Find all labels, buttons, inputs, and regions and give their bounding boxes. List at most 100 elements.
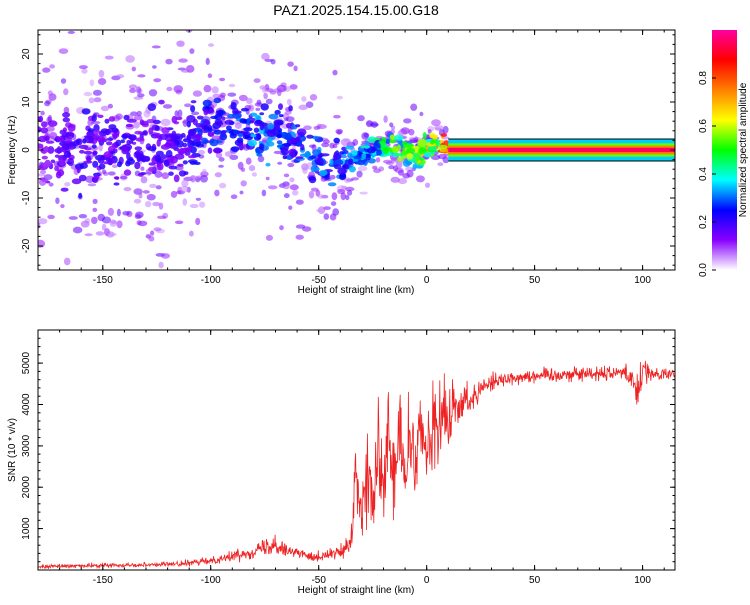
heatmap-cell <box>320 153 330 157</box>
heatmap-speckle <box>107 207 114 216</box>
heatmap-speckle <box>251 172 257 177</box>
heatmap-speckle <box>218 157 225 162</box>
heatmap-speckle <box>161 253 170 259</box>
heatmap-speckle <box>317 194 325 199</box>
heatmap-cell <box>417 139 427 147</box>
heatmap-cell <box>58 159 65 166</box>
heatmap-speckle <box>302 167 308 175</box>
heatmap-speckle <box>240 167 246 172</box>
heatmap-cell <box>126 118 137 123</box>
heatmap-cell <box>158 134 163 142</box>
heatmap-cell <box>253 127 260 133</box>
heatmap-cell <box>113 182 120 186</box>
heatmap-cell <box>41 155 48 160</box>
heatmap-speckle <box>415 175 425 183</box>
heatmap-cell <box>278 114 284 118</box>
heatmap-speckle <box>148 89 158 97</box>
heatmap-speckle <box>425 182 430 188</box>
heatmap-speckle <box>160 118 171 127</box>
heatmap-cell <box>147 146 157 152</box>
heatmap-speckle <box>347 189 353 196</box>
heatmap-cell <box>195 123 204 128</box>
heatmap-cell <box>389 134 395 140</box>
heatmap-cell <box>152 119 161 125</box>
heatmap-cell <box>259 143 265 150</box>
heatmap-cell <box>190 105 196 113</box>
heatmap-cell <box>104 118 110 124</box>
heatmap-speckle <box>107 103 113 109</box>
heatmap-speckle <box>116 208 121 217</box>
colorbar-tick-label: 0.6 <box>698 119 709 133</box>
heatmap-cell <box>64 132 75 139</box>
heatmap-speckle <box>148 235 155 242</box>
heatmap-speckle <box>44 100 51 107</box>
heatmap-cell <box>290 151 296 159</box>
heatmap-speckle <box>189 230 194 237</box>
heatmap-speckle <box>214 189 220 197</box>
heatmap-cell <box>212 147 223 154</box>
heatmap-speckle <box>340 192 347 201</box>
heatmap-cell <box>364 145 370 149</box>
heatmap-speckle <box>207 73 213 78</box>
heatmap-speckle <box>146 193 156 201</box>
heatmap-cell <box>91 144 97 149</box>
heatmap-speckle <box>208 43 214 47</box>
heatmap-speckle <box>437 162 444 167</box>
heatmap-cell <box>376 149 382 156</box>
heatmap-speckle <box>234 122 242 129</box>
heatmap-speckle <box>397 178 408 185</box>
heatmap-cell <box>112 134 118 140</box>
heatmap-cell <box>135 137 145 142</box>
heatmap-speckle <box>329 174 336 180</box>
heatmap-speckle <box>95 231 105 236</box>
heatmap-cell <box>299 153 310 157</box>
heatmap-cell <box>288 105 293 112</box>
heatmap-speckle <box>316 209 325 213</box>
heatmap-speckle <box>331 192 338 201</box>
heatmap-speckle <box>63 88 69 96</box>
heatmap-speckle <box>359 191 368 195</box>
heatmap-speckle <box>287 61 294 67</box>
heatmap-speckle <box>229 154 239 160</box>
heatmap-speckle <box>115 113 123 120</box>
colorbar-tick-label: 0.0 <box>698 263 709 277</box>
heatmap-cell <box>139 172 147 175</box>
heatmap-cell <box>81 108 91 115</box>
heatmap-cell <box>239 118 248 124</box>
heatmap-speckle <box>184 103 192 108</box>
heatmap-speckle <box>166 86 173 92</box>
heatmap-cell <box>422 132 427 140</box>
y-tick-label: 0 <box>21 147 32 153</box>
heatmap-speckle <box>136 86 142 94</box>
heatmap-cell <box>55 171 62 179</box>
heatmap-cell <box>91 114 97 122</box>
heatmap-speckle <box>228 83 236 88</box>
heatmap-cell <box>41 121 48 128</box>
heatmap-speckle <box>270 58 276 65</box>
heatmap-cell <box>267 122 275 130</box>
heatmap-speckle <box>93 97 102 103</box>
heatmap-cell <box>418 157 425 161</box>
heatmap-speckle <box>151 45 161 49</box>
heatmap-speckle <box>329 213 337 221</box>
heatmap-cell <box>329 158 334 166</box>
heatmap-speckle <box>343 138 351 143</box>
heatmap-speckle <box>158 261 164 269</box>
heatmap-speckle <box>137 93 145 98</box>
heatmap-cell <box>353 155 362 160</box>
heatmap-cell <box>306 134 314 139</box>
heatmap-speckle <box>255 107 261 111</box>
heatmap-speckle <box>267 185 278 190</box>
heatmap-speckle <box>283 193 290 199</box>
heatmap-cell <box>300 144 305 151</box>
heatmap-cell <box>226 125 232 131</box>
heatmap-speckle <box>227 92 237 97</box>
carrier-band-layer <box>448 147 675 153</box>
heatmap-cell <box>327 182 337 187</box>
heatmap-cell <box>97 156 105 164</box>
heatmap-speckle <box>155 185 162 190</box>
heatmap-cell <box>134 161 141 170</box>
heatmap-speckle <box>262 139 267 143</box>
x-tick-label: -50 <box>311 275 326 286</box>
